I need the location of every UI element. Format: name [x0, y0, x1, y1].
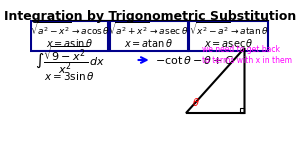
Text: $\sqrt{x^2 - a^2} \rightarrow a\tan\theta$: $\sqrt{x^2 - a^2} \rightarrow a\tan\thet…: [188, 20, 268, 38]
Text: Integration by Trigonometric Substitution: Integration by Trigonometric Substitutio…: [4, 10, 296, 23]
Text: $\int \dfrac{\sqrt{9 - x^2}}{x^2}\,dx$: $\int \dfrac{\sqrt{9 - x^2}}{x^2}\,dx$: [35, 44, 105, 76]
Text: $x = a\sin\theta$: $x = a\sin\theta$: [46, 37, 94, 49]
Bar: [32, 21, 108, 51]
Text: $\theta$: $\theta$: [192, 96, 200, 108]
Text: $\sqrt{a^2 - x^2} \rightarrow a\cos\theta$: $\sqrt{a^2 - x^2} \rightarrow a\cos\thet…: [30, 20, 110, 38]
Text: $x = a\tan\theta$: $x = a\tan\theta$: [124, 37, 173, 49]
Text: we need to get back
to terms with x in them: we need to get back to terms with x in t…: [202, 45, 292, 65]
Text: $x = 3\sin\theta$: $x = 3\sin\theta$: [44, 70, 95, 82]
Bar: [110, 21, 188, 51]
Text: $x = a\sec\theta$: $x = a\sec\theta$: [204, 37, 254, 49]
Text: $\sqrt{a^2 + x^2} \rightarrow a\sec\theta$: $\sqrt{a^2 + x^2} \rightarrow a\sec\thet…: [108, 20, 189, 38]
Bar: [189, 21, 268, 51]
Bar: [241, 108, 244, 113]
Text: $-\cot\theta - \theta + C$: $-\cot\theta - \theta + C$: [155, 54, 234, 66]
